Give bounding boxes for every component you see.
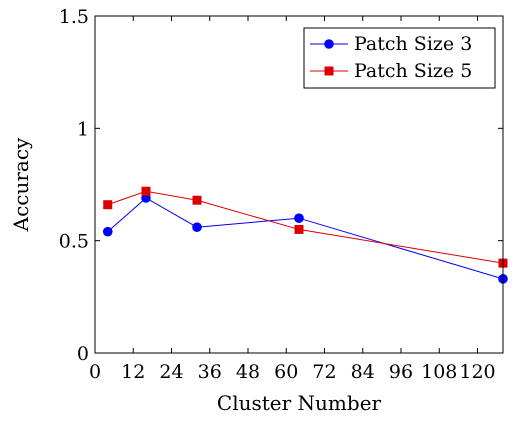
x-tick-label: 48 (236, 361, 260, 383)
plot-frame (94, 15, 504, 354)
x-tick-label: 108 (421, 361, 457, 383)
legend-label: Patch Size 3 (354, 33, 472, 55)
y-tick-label: 1 (77, 118, 89, 140)
data-point (103, 200, 113, 210)
legend-marker (324, 39, 334, 49)
series-line-2 (107, 190, 504, 264)
y-axis-label: Accuracy (9, 137, 33, 232)
data-point (102, 226, 113, 237)
axes: 0 12 24 36 48 60 72 84 96 108 120 0 0.5 1 1.5 (59, 6, 504, 383)
x-tick-label: 72 (312, 361, 336, 383)
x-tick-label: 60 (274, 361, 298, 383)
x-tick-label: 0 (89, 361, 101, 383)
legend-label: Patch Size 5 (354, 60, 472, 82)
data-point (192, 222, 202, 232)
y-tick-label: 1.5 (59, 6, 89, 28)
y-tick-label: 0 (77, 343, 89, 365)
legend: Patch Size 3 Patch Size 5 (303, 27, 496, 89)
x-tick-label: 24 (159, 361, 183, 383)
x-tick-label: 84 (351, 361, 375, 383)
data-point (294, 224, 304, 234)
data-point (294, 213, 304, 223)
x-tick-label: 36 (198, 361, 222, 383)
x-axis-label: Cluster Number (217, 391, 382, 415)
legend-box (303, 27, 496, 89)
plot-area (102, 186, 508, 284)
data-point (141, 186, 151, 196)
legend-marker (324, 66, 334, 76)
x-tick-label: 12 (121, 361, 145, 383)
series-line-1 (107, 197, 504, 280)
data-point (192, 195, 202, 205)
x-tick-label: 120 (459, 361, 495, 383)
y-tick-label: 0.5 (59, 231, 89, 253)
x-tick-label: 96 (389, 361, 413, 383)
